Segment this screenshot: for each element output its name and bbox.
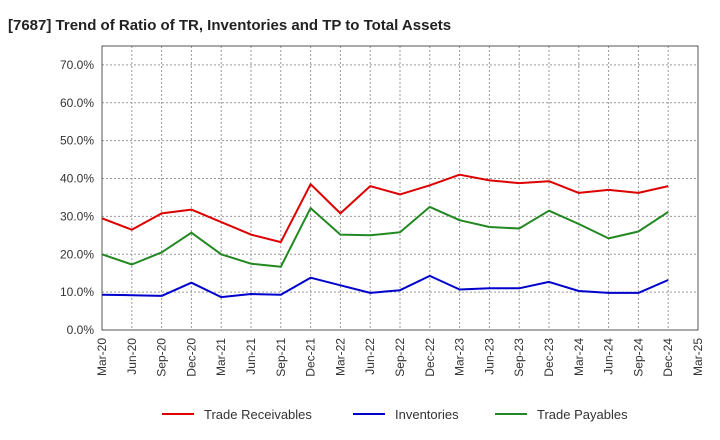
y-tick-label: 10.0% (60, 285, 94, 299)
y-tick-label: 70.0% (60, 58, 94, 72)
legend-label: Inventories (395, 407, 459, 422)
y-tick-label: 30.0% (60, 209, 94, 223)
x-tick-label: Sep-21 (274, 338, 288, 377)
y-tick-label: 50.0% (60, 134, 94, 148)
x-tick-label: Mar-24 (572, 338, 586, 376)
x-tick-label: Sep-20 (155, 338, 169, 377)
legend: Trade Receivables Inventories Trade Payabl… (162, 407, 628, 422)
x-tick-label: Mar-20 (95, 338, 109, 376)
y-tick-label: 60.0% (60, 96, 94, 110)
y-tick-label: 20.0% (60, 247, 94, 261)
x-tick-label: Jun-23 (482, 338, 496, 375)
x-tick-label: Jun-24 (602, 338, 616, 375)
axes: 0.0% 10.0% 20.0% 30.0% 40.0% 50.0% 60.0% 70.0% M… (60, 45, 705, 377)
x-tick-label: Dec-23 (542, 338, 556, 377)
x-tick-label: Dec-20 (184, 338, 198, 377)
legend-label: Trade Receivables (204, 407, 312, 422)
x-tick-label: Dec-22 (423, 338, 437, 377)
series-lines (101, 173, 669, 299)
x-tick-label: Jun-21 (244, 338, 258, 375)
x-tick-label: Dec-24 (661, 338, 675, 377)
legend-label: Trade Payables (537, 407, 628, 422)
y-tick-label: 40.0% (60, 172, 94, 186)
x-tick-label: Sep-23 (512, 338, 526, 377)
plot-frame (101, 45, 699, 331)
x-tick-label: Dec-21 (304, 338, 318, 377)
x-tick-label: Sep-22 (393, 338, 407, 377)
x-tick-label: Jun-22 (363, 338, 377, 375)
chart-title: [7687] Trend of Ratio of TR, Inventories… (8, 17, 451, 34)
y-tick-label: 0.0% (67, 323, 95, 337)
series-line-trade-receivables (101, 173, 669, 244)
x-tick-label: Mar-22 (333, 338, 347, 376)
x-tick-label: Mar-23 (453, 338, 467, 376)
x-tick-label: Jun-20 (125, 338, 139, 375)
x-tick-label: Sep-24 (631, 338, 645, 377)
series-line-inventories (101, 274, 669, 299)
x-tick-label: Mar-25 (691, 338, 705, 376)
series-line-trade-payables (101, 205, 669, 268)
x-tick-label: Mar-21 (214, 338, 228, 376)
grid (101, 46, 699, 331)
